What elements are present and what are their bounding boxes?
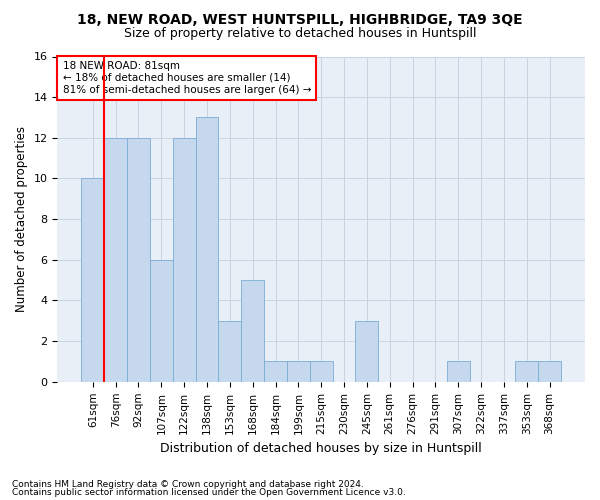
Bar xyxy=(515,362,538,382)
Bar xyxy=(104,138,127,382)
Bar xyxy=(264,362,287,382)
Text: Size of property relative to detached houses in Huntspill: Size of property relative to detached ho… xyxy=(124,28,476,40)
Text: 18 NEW ROAD: 81sqm
← 18% of detached houses are smaller (14)
81% of semi-detache: 18 NEW ROAD: 81sqm ← 18% of detached hou… xyxy=(62,62,311,94)
Bar xyxy=(218,321,241,382)
Bar xyxy=(287,362,310,382)
Bar xyxy=(310,362,332,382)
Bar xyxy=(355,321,379,382)
Bar xyxy=(447,362,470,382)
Text: Contains HM Land Registry data © Crown copyright and database right 2024.: Contains HM Land Registry data © Crown c… xyxy=(12,480,364,489)
Bar xyxy=(127,138,150,382)
Bar xyxy=(150,260,173,382)
Bar xyxy=(196,118,218,382)
Text: 18, NEW ROAD, WEST HUNTSPILL, HIGHBRIDGE, TA9 3QE: 18, NEW ROAD, WEST HUNTSPILL, HIGHBRIDGE… xyxy=(77,12,523,26)
Bar xyxy=(173,138,196,382)
Bar xyxy=(538,362,561,382)
Y-axis label: Number of detached properties: Number of detached properties xyxy=(15,126,28,312)
X-axis label: Distribution of detached houses by size in Huntspill: Distribution of detached houses by size … xyxy=(160,442,482,455)
Bar xyxy=(241,280,264,382)
Bar xyxy=(82,178,104,382)
Text: Contains public sector information licensed under the Open Government Licence v3: Contains public sector information licen… xyxy=(12,488,406,497)
